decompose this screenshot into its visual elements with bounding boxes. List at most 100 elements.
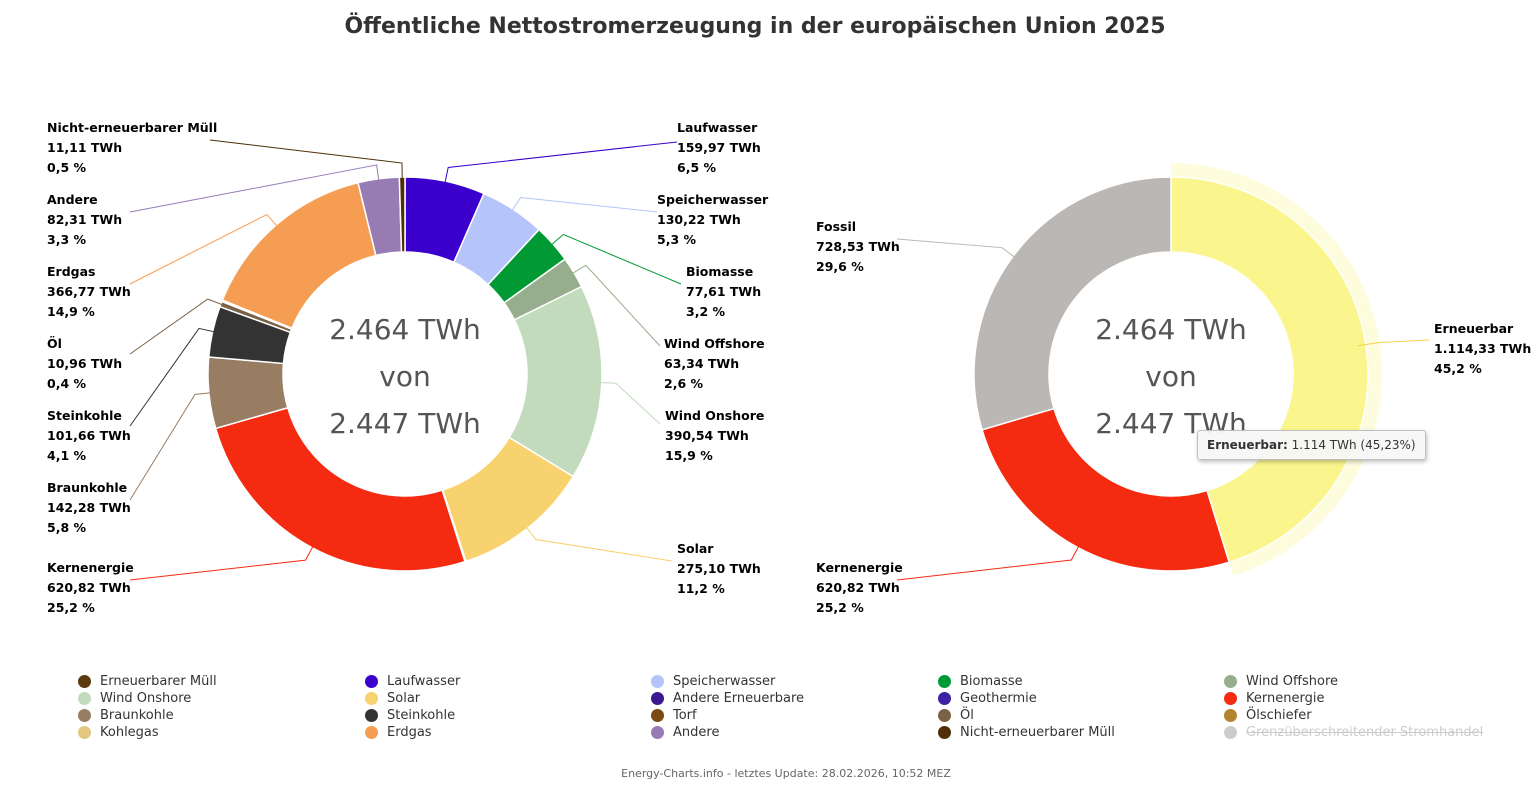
left-label-percent-oel: 0,4 %: [47, 376, 86, 391]
legend-item-erneuerbarer-muell[interactable]: Erneuerbarer Müll: [78, 673, 217, 689]
legend-item-nicht-erneuerbarer-muell[interactable]: Nicht-erneuerbarer Müll: [938, 724, 1115, 740]
right-label-name-fossil: Fossil: [816, 219, 856, 234]
legend-label: Steinkohle: [387, 707, 456, 723]
legend-item-erdgas[interactable]: Erdgas: [365, 724, 432, 740]
legend-marker: [651, 725, 664, 739]
legend-marker: [365, 725, 378, 739]
left-label-value-wind-onshore: 390,54 TWh: [665, 428, 749, 443]
tooltip-value: 1.114 TWh (45,23%): [1291, 438, 1416, 452]
legend-label: Öl: [960, 707, 974, 723]
right-slice-erneuerbar[interactable]: [1170, 176, 1369, 564]
legend-marker: [365, 708, 378, 722]
legend-label: Andere Erneuerbare: [673, 690, 804, 706]
left-label-percent-andere: 3,3 %: [47, 232, 86, 247]
left-label-name-braunkohle: Braunkohle: [47, 480, 127, 495]
legend-marker: [365, 674, 378, 688]
legend-label: Kohlegas: [100, 724, 159, 740]
left-connector-speicherwasser: [508, 196, 658, 217]
left-connector-nicht-erneuerbarer-muell: [209, 139, 403, 186]
left-label-percent-laufwasser: 6,5 %: [677, 160, 716, 175]
legend-marker: [1224, 725, 1237, 739]
right-label-value-fossil: 728,53 TWh: [816, 239, 900, 254]
legend-label: Geothermie: [960, 690, 1037, 706]
left-label-name-biomasse: Biomasse: [686, 264, 753, 279]
right-slice-kernenergie[interactable]: [981, 407, 1231, 572]
left-slice-nicht-erneuerbarer-muell[interactable]: [398, 176, 406, 253]
legend-item-wind-offshore[interactable]: Wind Offshore: [1224, 673, 1338, 689]
left-label-value-laufwasser: 159,97 TWh: [677, 140, 761, 155]
legend-marker: [651, 708, 664, 722]
right-connector-erneuerbar: [1357, 339, 1430, 347]
tooltip: Erneuerbar: 1.114 TWh (45,23%): [1197, 430, 1426, 460]
left-center-text-1: 2.464 TWh: [329, 313, 481, 346]
legend-item-oel[interactable]: Öl: [938, 707, 974, 723]
left-connector-wind-onshore: [593, 381, 661, 425]
left-label-value-oel: 10,96 TWh: [47, 356, 122, 371]
legend-item-andere-erneuerbare[interactable]: Andere Erneuerbare: [651, 690, 804, 706]
legend-item-andere[interactable]: Andere: [651, 724, 719, 740]
legend-marker: [78, 708, 91, 722]
left-slice-erdgas[interactable]: [221, 181, 377, 330]
left-label-name-solar: Solar: [677, 541, 714, 556]
legend-item-solar[interactable]: Solar: [365, 690, 420, 706]
left-label-name-laufwasser: Laufwasser: [677, 120, 758, 135]
right-label-percent-kernenergie: 25,2 %: [816, 600, 864, 615]
legend-item-grenzueberschreitender-stromhandel[interactable]: Grenzüberschreitender Stromhandel: [1224, 724, 1483, 740]
legend-item-wind-onshore[interactable]: Wind Onshore: [78, 690, 191, 706]
legend-marker: [78, 725, 91, 739]
legend-marker: [365, 691, 378, 705]
right-connector-fossil: [896, 238, 1020, 262]
right-center-text-2: von: [1145, 360, 1196, 393]
legend-item-geothermie[interactable]: Geothermie: [938, 690, 1037, 706]
legend-item-torf[interactable]: Torf: [651, 707, 697, 723]
left-label-value-wind-offshore: 63,34 TWh: [664, 356, 739, 371]
left-label-name-kernenergie: Kernenergie: [47, 560, 134, 575]
left-label-percent-speicherwasser: 5,3 %: [657, 232, 696, 247]
right-label-percent-fossil: 29,6 %: [816, 259, 864, 274]
legend-label: Speicherwasser: [673, 673, 776, 689]
left-label-percent-steinkohle: 4,1 %: [47, 448, 86, 463]
legend-item-laufwasser[interactable]: Laufwasser: [365, 673, 460, 689]
left-label-name-wind-offshore: Wind Offshore: [664, 336, 765, 351]
legend-item-steinkohle[interactable]: Steinkohle: [365, 707, 455, 723]
right-label-name-erneuerbar: Erneuerbar: [1434, 321, 1514, 336]
legend-item-speicherwasser[interactable]: Speicherwasser: [651, 673, 775, 689]
right-center-text-1: 2.464 TWh: [1095, 313, 1247, 346]
left-label-value-erdgas: 366,77 TWh: [47, 284, 131, 299]
legend-label: Ölschiefer: [1246, 707, 1312, 723]
legend-label: Solar: [387, 690, 421, 706]
legend-label: Laufwasser: [387, 673, 461, 689]
left-connector-solar: [521, 521, 673, 562]
legend-marker: [1224, 708, 1237, 722]
left-slice-kernenergie[interactable]: [214, 406, 466, 572]
donut-chart-right: Erneuerbar 1.114,33 TWh 45,2 % Kernenergie 6…: [816, 163, 1531, 615]
legend-label: Wind Onshore: [100, 690, 192, 706]
left-label-value-solar: 275,10 TWh: [677, 561, 761, 576]
left-label-name-oel: Öl: [47, 336, 62, 351]
left-connector-wind-offshore: [566, 264, 661, 347]
left-label-percent-biomasse: 3,2 %: [686, 304, 725, 319]
legend-marker: [651, 691, 664, 705]
chart-title: Öffentliche Nettostromerzeugung in der e…: [344, 14, 1166, 39]
left-label-name-nicht-erneuerbarer-muell: Nicht-erneuerbarer Müll: [47, 120, 217, 135]
left-connector-laufwasser: [443, 141, 678, 190]
right-label-value-kernenergie: 620,82 TWh: [816, 580, 900, 595]
left-connector-erdgas: [129, 213, 282, 285]
right-slice-fossil[interactable]: [973, 176, 1172, 431]
legend-marker: [651, 674, 664, 688]
left-label-value-biomasse: 77,61 TWh: [686, 284, 761, 299]
left-label-percent-nicht-erneuerbarer-muell: 0,5 %: [47, 160, 86, 175]
left-label-value-steinkohle: 101,66 TWh: [47, 428, 131, 443]
legend-label: Erdgas: [387, 724, 432, 740]
legend-item-kohlegas[interactable]: Kohlegas: [78, 724, 159, 740]
legend-item-kernenergie[interactable]: Kernenergie: [1224, 690, 1324, 706]
legend-item-braunkohle[interactable]: Braunkohle: [78, 707, 174, 723]
legend-item-oelschiefer[interactable]: Ölschiefer: [1224, 707, 1312, 723]
left-connector-biomasse: [546, 233, 682, 285]
left-label-name-speicherwasser: Speicherwasser: [657, 192, 769, 207]
legend-item-biomasse[interactable]: Biomasse: [938, 673, 1023, 689]
right-label-value-erneuerbar: 1.114,33 TWh: [1434, 341, 1531, 356]
left-label-name-andere: Andere: [47, 192, 98, 207]
left-label-value-speicherwasser: 130,22 TWh: [657, 212, 741, 227]
